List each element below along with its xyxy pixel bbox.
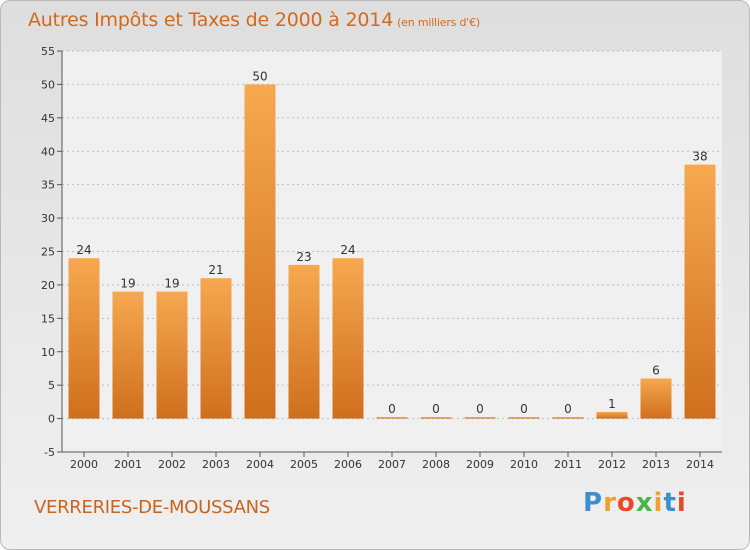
y-tick-label: 5 <box>48 379 55 392</box>
data-label: 0 <box>388 402 396 416</box>
y-tick-label: 20 <box>41 279 55 292</box>
data-label: 6 <box>652 363 660 377</box>
data-label: 0 <box>564 402 572 416</box>
x-tick-label: 2010 <box>510 458 538 471</box>
bar <box>684 164 716 419</box>
x-tick-label: 2012 <box>598 458 626 471</box>
data-label: 50 <box>252 69 267 83</box>
chart-title: Autres Impôts et Taxes de 2000 à 2014 (en… <box>28 9 480 31</box>
bar <box>508 417 540 419</box>
bar <box>332 258 364 419</box>
data-label: 1 <box>608 397 616 411</box>
y-tick-label: 15 <box>41 312 55 325</box>
bar <box>420 417 452 419</box>
x-tick-label: 2004 <box>246 458 274 471</box>
x-tick-label: 2011 <box>554 458 582 471</box>
data-label: 21 <box>208 263 223 277</box>
y-tick-label: -5 <box>44 446 55 459</box>
data-label: 0 <box>432 402 440 416</box>
bar <box>288 264 320 419</box>
data-label: 19 <box>164 277 179 291</box>
chart-title-text: Autres Impôts et Taxes de 2000 à 2014 <box>28 9 394 31</box>
y-tick-label: 0 <box>48 413 55 426</box>
chart-unit: (en milliers d'€) <box>397 16 480 29</box>
data-label: 24 <box>76 243 91 257</box>
x-tick-label: 2002 <box>158 458 186 471</box>
x-tick-label: 2007 <box>378 458 406 471</box>
commune-name: VERRERIES-DE-MOUSSANS <box>34 497 270 518</box>
bar <box>156 291 188 419</box>
bar <box>552 417 584 419</box>
data-label: 23 <box>296 250 311 264</box>
data-label: 38 <box>692 150 707 164</box>
bar <box>244 84 276 419</box>
x-tick-label: 2013 <box>642 458 670 471</box>
data-label: 0 <box>476 402 484 416</box>
bar <box>376 417 408 419</box>
x-tick-label: 2008 <box>422 458 450 471</box>
y-tick-label: 10 <box>41 346 55 359</box>
bar <box>464 417 496 419</box>
data-label: 0 <box>520 402 528 416</box>
y-tick-label: 30 <box>41 212 55 225</box>
x-tick-label: 2000 <box>70 458 98 471</box>
data-label: 24 <box>340 243 355 257</box>
bar <box>640 378 672 419</box>
bar <box>200 278 232 419</box>
bar <box>68 258 100 419</box>
x-tick-label: 2006 <box>334 458 362 471</box>
proxiti-logo: Proxiti <box>583 488 687 518</box>
y-tick-label: 25 <box>41 246 55 259</box>
x-tick-label: 2014 <box>686 458 714 471</box>
x-tick-label: 2005 <box>290 458 318 471</box>
bar <box>112 291 144 419</box>
data-label: 19 <box>120 277 135 291</box>
y-tick-label: 50 <box>41 78 55 91</box>
y-tick-label: 55 <box>41 45 55 58</box>
x-tick-label: 2001 <box>114 458 142 471</box>
x-tick-label: 2009 <box>466 458 494 471</box>
x-tick-label: 2003 <box>202 458 230 471</box>
y-tick-label: 40 <box>41 145 55 158</box>
y-tick-label: 45 <box>41 112 55 125</box>
bar <box>596 411 628 419</box>
y-tick-label: 35 <box>41 179 55 192</box>
